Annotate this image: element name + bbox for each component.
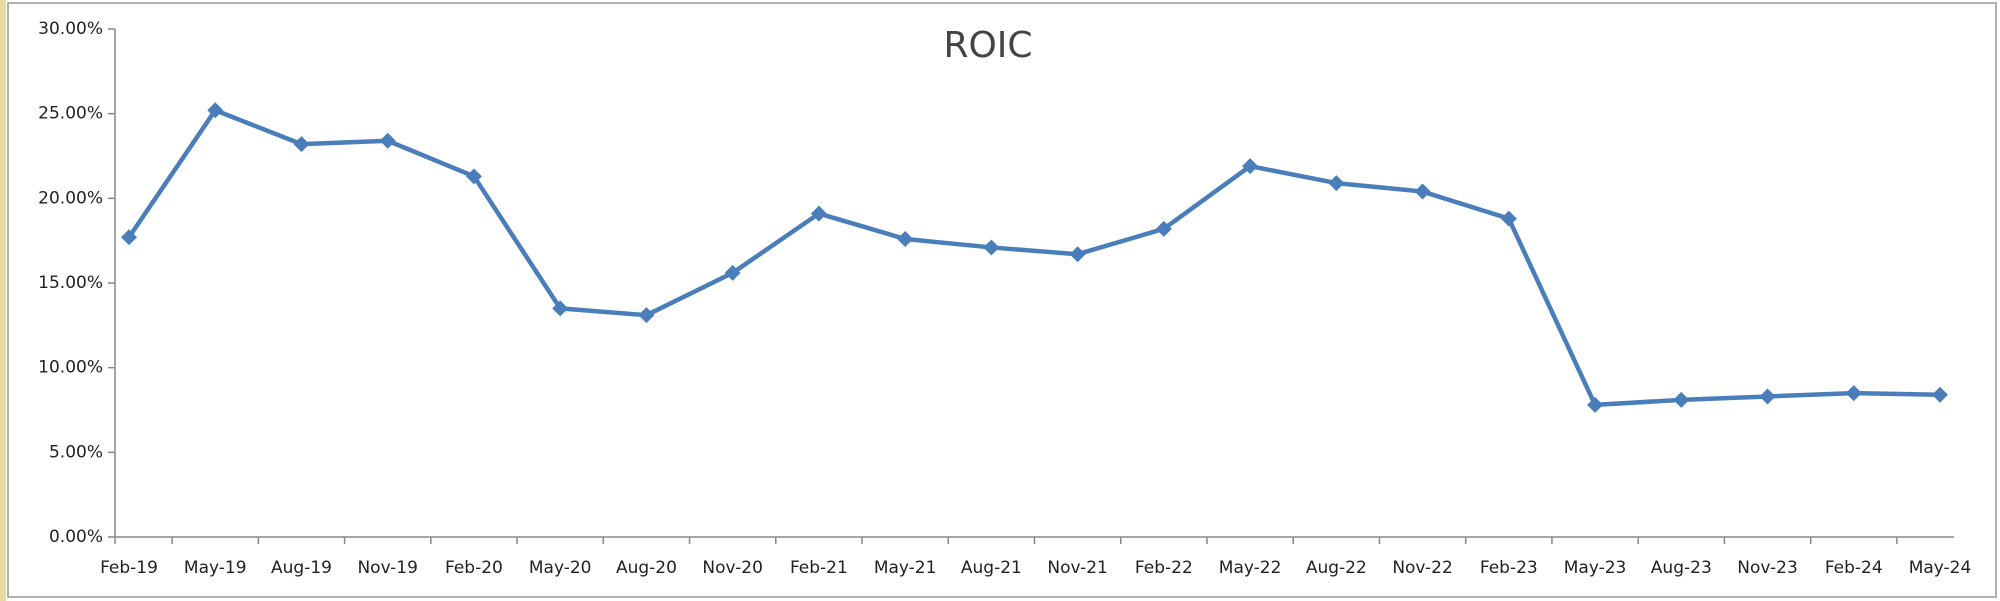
y-tick-label: 20.00%	[38, 188, 103, 208]
data-marker	[897, 230, 914, 247]
data-marker	[1328, 175, 1345, 192]
y-tick-label: 5.00%	[49, 442, 103, 462]
data-marker	[465, 168, 482, 185]
data-marker	[1845, 385, 1862, 402]
data-marker	[207, 102, 224, 119]
x-tick-label: Feb-21	[790, 558, 848, 578]
x-tick-label: Aug-22	[1306, 558, 1367, 578]
data-marker	[1069, 246, 1086, 263]
data-marker	[810, 205, 827, 222]
data-marker	[552, 300, 569, 317]
y-tick-label: 15.00%	[38, 273, 103, 293]
chart-frame	[7, 2, 1997, 598]
data-marker	[1587, 396, 1604, 413]
data-line	[127, 108, 1941, 408]
x-tick-label: Feb-19	[100, 558, 158, 578]
x-tick-label: Aug-19	[271, 558, 332, 578]
sheet-edge	[0, 0, 6, 601]
data-marker	[638, 307, 655, 324]
data-marker	[1242, 158, 1259, 175]
x-tick-label: May-22	[1219, 558, 1282, 578]
y-tick-label: 25.00%	[38, 104, 103, 124]
data-marker	[121, 229, 137, 246]
x-tick-label: Nov-19	[357, 558, 418, 578]
data-marker	[1414, 183, 1431, 200]
data-marker	[379, 132, 396, 149]
x-tick-label: Aug-20	[616, 558, 677, 578]
y-tick-label: 0.00%	[49, 527, 103, 547]
x-tick-label: Aug-23	[1651, 558, 1712, 578]
y-tick-label: 10.00%	[38, 358, 103, 378]
data-marker	[1673, 391, 1690, 408]
x-tick-label: Nov-20	[702, 558, 763, 578]
x-tick-label: Aug-21	[961, 558, 1022, 578]
x-tick-label: Feb-22	[1135, 558, 1193, 578]
x-tick-label: Feb-23	[1480, 558, 1538, 578]
x-tick-label: Feb-24	[1825, 558, 1883, 578]
x-tick-label: Feb-20	[445, 558, 503, 578]
data-marker	[1759, 388, 1776, 405]
x-tick-label: May-19	[184, 558, 247, 578]
data-marker	[1155, 220, 1172, 237]
data-marker	[1932, 386, 1948, 403]
y-tick-label: 30.00%	[38, 19, 103, 39]
x-tick-label: Nov-22	[1392, 558, 1453, 578]
data-marker	[724, 264, 741, 281]
chart-title: ROIC	[943, 25, 1032, 66]
x-tick-label: May-21	[874, 558, 937, 578]
data-marker	[983, 239, 1000, 256]
data-marker	[293, 136, 310, 153]
x-tick-label: May-23	[1564, 558, 1627, 578]
x-tick-label: Nov-23	[1737, 558, 1798, 578]
x-tick-label: May-24	[1909, 558, 1972, 578]
data-marker	[1500, 210, 1517, 227]
x-tick-label: May-20	[529, 558, 592, 578]
x-tick-label: Nov-21	[1047, 558, 1108, 578]
